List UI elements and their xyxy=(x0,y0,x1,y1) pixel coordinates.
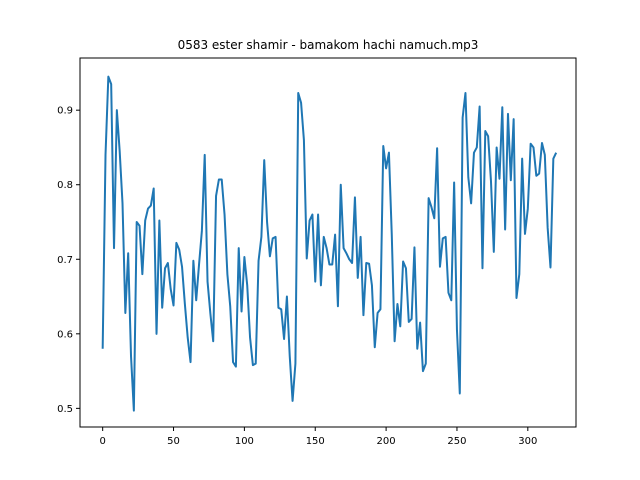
x-tick-label: 50 xyxy=(167,436,180,447)
x-tick-label: 250 xyxy=(447,436,466,447)
x-tick-label: 150 xyxy=(306,436,325,447)
x-tick-label: 300 xyxy=(518,436,537,447)
y-tick-label: 0.6 xyxy=(57,329,73,340)
y-tick-label: 0.9 xyxy=(57,106,73,117)
chart-title: 0583 ester shamir - bamakom hachi namuch… xyxy=(178,38,479,52)
plot-area xyxy=(101,75,558,412)
y-tick-label: 0.7 xyxy=(57,255,73,266)
x-axis: 0 50 100 150 200 250 300 xyxy=(99,427,537,447)
y-tick-label: 0.5 xyxy=(57,404,73,415)
axes-frame xyxy=(79,57,577,428)
series-line xyxy=(101,75,558,412)
y-axis: 0.5 0.6 0.7 0.8 0.9 xyxy=(57,106,80,415)
x-tick-label: 200 xyxy=(377,436,396,447)
y-tick-label: 0.8 xyxy=(57,180,73,191)
x-tick-label: 100 xyxy=(235,436,254,447)
x-tick-label: 0 xyxy=(99,436,105,447)
